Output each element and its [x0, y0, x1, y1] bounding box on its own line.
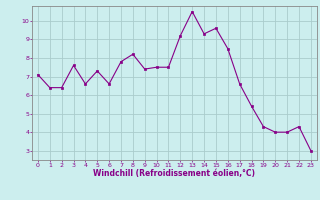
X-axis label: Windchill (Refroidissement éolien,°C): Windchill (Refroidissement éolien,°C)	[93, 169, 255, 178]
